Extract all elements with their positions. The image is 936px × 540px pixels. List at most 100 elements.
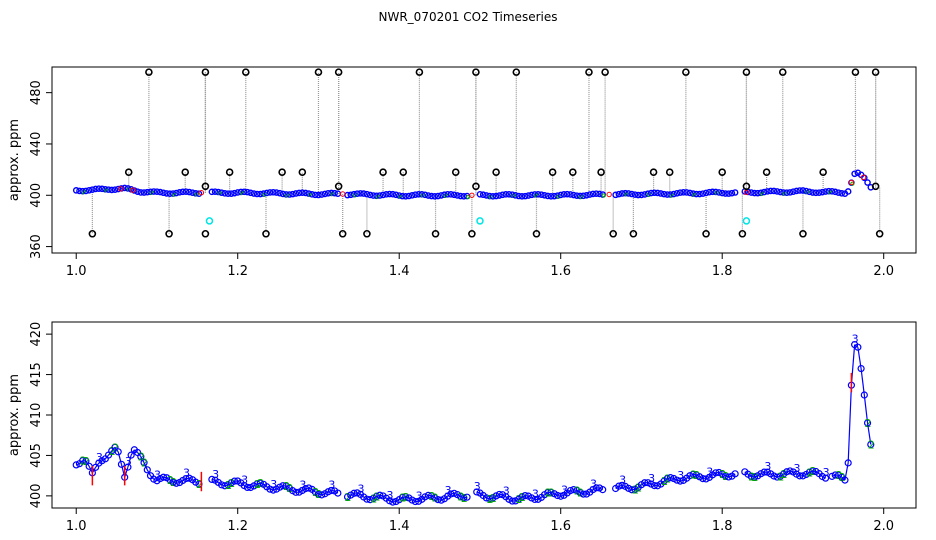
outlier-point	[597, 168, 605, 176]
data-point-alt	[465, 194, 471, 200]
data-point	[725, 190, 732, 197]
data-point	[828, 472, 836, 480]
outlier-point	[379, 168, 387, 176]
data-point	[376, 192, 384, 199]
flag-point	[130, 187, 136, 193]
data-digit-mark: 3	[387, 489, 394, 502]
data-point	[353, 190, 361, 197]
data-point	[489, 193, 497, 200]
series-line	[847, 385, 853, 463]
panel-2-ytick-label: 400	[29, 483, 44, 508]
data-digit-mark: 3	[241, 474, 248, 487]
data-point	[851, 170, 858, 178]
data-point	[105, 186, 112, 193]
outlier-point	[738, 229, 747, 238]
data-point	[722, 190, 729, 197]
data-point	[786, 467, 794, 475]
data-point	[182, 188, 190, 196]
data-point	[363, 190, 371, 198]
outlier-point	[363, 229, 371, 238]
outlier-point	[201, 68, 210, 76]
data-point	[715, 189, 723, 196]
data-point	[224, 190, 232, 198]
data-digit-mark: 3	[96, 451, 103, 464]
data-point	[624, 484, 633, 492]
panel-1-xtick-label: 2.0	[873, 264, 894, 279]
data-point	[428, 192, 435, 200]
outlier-point	[472, 182, 480, 191]
data-point	[618, 481, 626, 489]
data-point	[156, 188, 164, 196]
data-point	[256, 479, 264, 487]
series-line	[863, 394, 869, 424]
data-digit-mark: 3	[648, 472, 655, 485]
data-point	[699, 190, 707, 197]
data-point	[227, 190, 235, 197]
data-point	[276, 189, 284, 197]
data-digit-mark: 3	[823, 466, 830, 479]
outlier-point	[201, 182, 210, 191]
data-digit-mark: 2	[868, 439, 875, 452]
data-point	[360, 190, 367, 197]
data-point	[308, 191, 316, 198]
outlier-point	[601, 68, 609, 76]
outlier-point	[851, 68, 860, 76]
data-point	[764, 188, 771, 195]
data-point	[402, 493, 410, 501]
outlier-point	[145, 68, 153, 76]
data-point	[179, 188, 187, 196]
outlier-point	[338, 229, 347, 238]
data-point	[728, 189, 736, 197]
data-point	[392, 191, 400, 199]
data-point	[718, 189, 726, 197]
data-point-alt	[601, 193, 606, 198]
flag-point	[848, 179, 855, 186]
panel-1-ytick-label: 360	[29, 234, 44, 259]
data-point	[111, 186, 119, 193]
cyan-point	[742, 217, 751, 225]
data-point	[376, 491, 384, 499]
series-line	[104, 454, 109, 460]
data-point	[153, 188, 161, 196]
panel-1-xtick-label: 1.6	[550, 264, 571, 279]
data-point	[421, 191, 429, 199]
data-point	[127, 451, 135, 459]
data-digit-mark: 3	[299, 478, 306, 491]
panel-2-marks: 2232232232232322322322322323223223223223…	[72, 333, 875, 506]
data-point	[250, 190, 258, 197]
data-point	[457, 192, 464, 200]
data-point	[140, 459, 148, 467]
data-point	[835, 189, 842, 196]
data-digit-mark: 2	[781, 468, 788, 481]
data-point	[305, 484, 313, 492]
outlier-point	[181, 168, 190, 176]
outlier-point	[875, 229, 884, 238]
data-point	[547, 192, 555, 200]
data-point	[521, 192, 529, 200]
data-point	[114, 185, 122, 193]
series-line	[111, 446, 116, 452]
outlier-point	[472, 68, 480, 76]
data-point	[828, 188, 836, 195]
data-digit-mark: 2	[661, 475, 668, 488]
data-digit-mark: 3	[561, 483, 568, 496]
data-point	[534, 190, 542, 198]
data-point	[864, 179, 871, 186]
data-point	[793, 187, 800, 195]
outlier-point	[492, 168, 500, 176]
outlier-point	[241, 68, 250, 76]
chart-title: NWR_070201 CO2 Timeseries	[378, 10, 558, 24]
panel-1-xtick-label: 1.0	[66, 264, 87, 279]
data-digit-mark: 3	[416, 489, 423, 502]
data-point	[286, 191, 293, 198]
outlier-point	[871, 68, 880, 76]
outlier-point	[609, 229, 617, 238]
data-point	[321, 190, 329, 198]
data-point	[379, 191, 387, 199]
data-point	[450, 191, 458, 199]
data-point	[693, 190, 700, 198]
cyan-point	[476, 217, 484, 225]
panel-1-xtick-label: 1.4	[389, 264, 410, 279]
data-point	[580, 192, 587, 200]
panel-1-xtick-label: 1.2	[227, 264, 248, 279]
